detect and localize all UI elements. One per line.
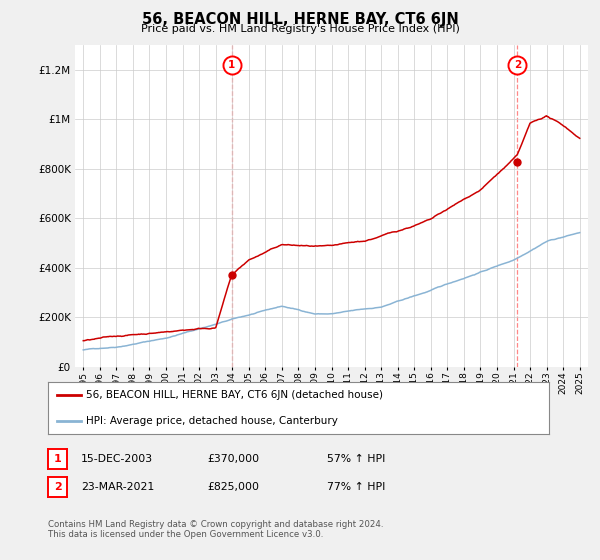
Text: 1: 1 (54, 454, 61, 464)
Text: £370,000: £370,000 (207, 454, 259, 464)
Text: 57% ↑ HPI: 57% ↑ HPI (327, 454, 385, 464)
Text: 56, BEACON HILL, HERNE BAY, CT6 6JN (detached house): 56, BEACON HILL, HERNE BAY, CT6 6JN (det… (86, 390, 383, 400)
Text: 23-MAR-2021: 23-MAR-2021 (81, 482, 154, 492)
Text: 2: 2 (54, 482, 61, 492)
Text: HPI: Average price, detached house, Canterbury: HPI: Average price, detached house, Cant… (86, 416, 337, 426)
Text: £825,000: £825,000 (207, 482, 259, 492)
Text: 1: 1 (228, 59, 235, 69)
Text: Price paid vs. HM Land Registry's House Price Index (HPI): Price paid vs. HM Land Registry's House … (140, 24, 460, 34)
Text: 77% ↑ HPI: 77% ↑ HPI (327, 482, 385, 492)
Text: Contains HM Land Registry data © Crown copyright and database right 2024.
This d: Contains HM Land Registry data © Crown c… (48, 520, 383, 539)
Text: 2: 2 (514, 59, 521, 69)
Text: 15-DEC-2003: 15-DEC-2003 (81, 454, 153, 464)
Text: 56, BEACON HILL, HERNE BAY, CT6 6JN: 56, BEACON HILL, HERNE BAY, CT6 6JN (142, 12, 458, 27)
